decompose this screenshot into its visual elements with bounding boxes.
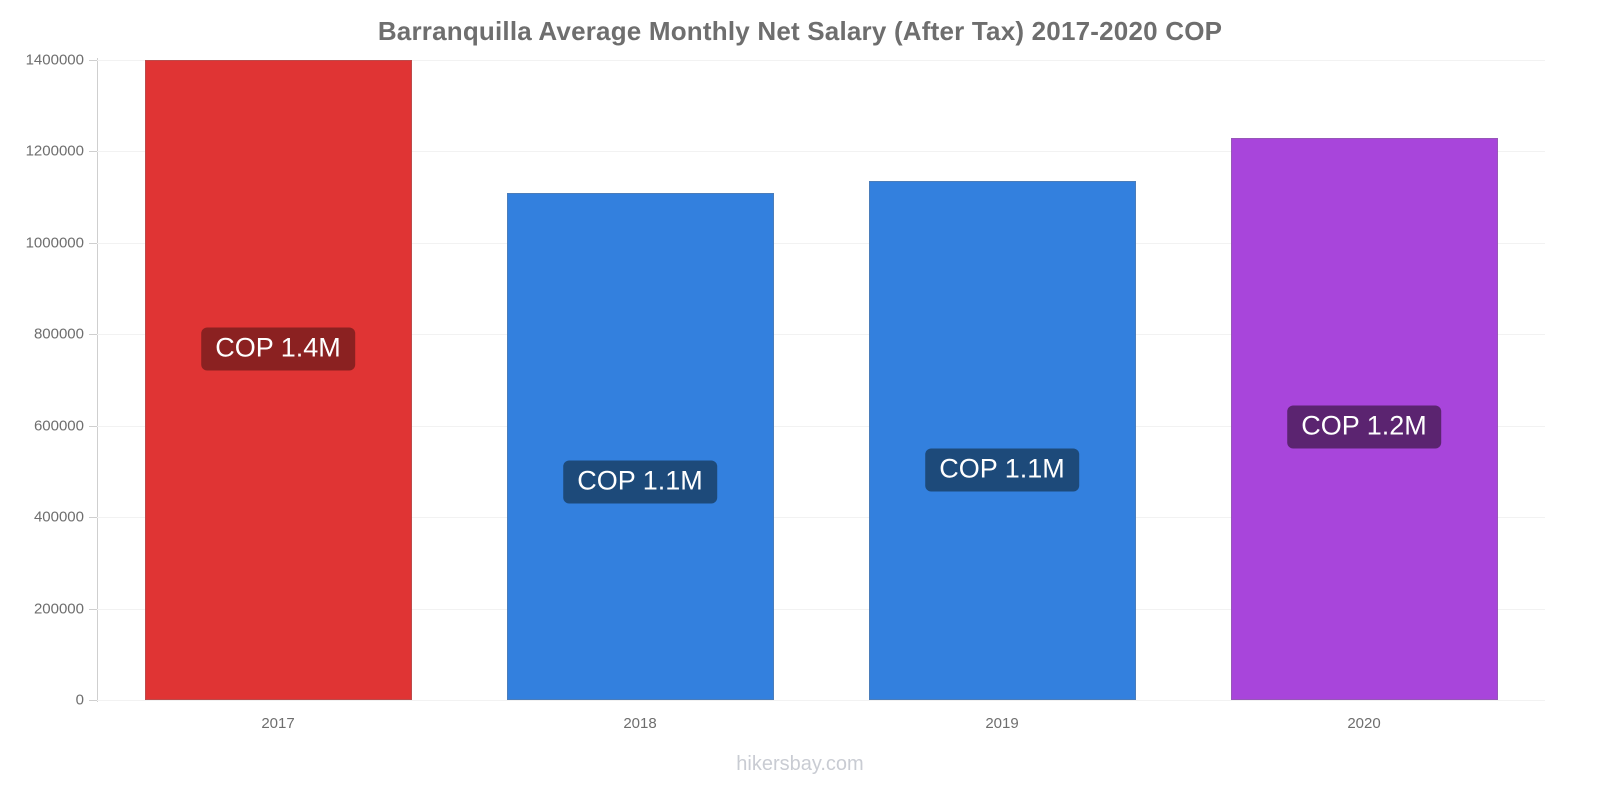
bar-value-label-2017: COP 1.4M: [201, 327, 355, 371]
y-tick-label: 1000000: [25, 234, 84, 252]
bar-value-label-2018: COP 1.1M: [563, 460, 717, 504]
y-tick-mark: [89, 425, 97, 427]
y-tick-label: 1200000: [25, 142, 84, 160]
bar-2017[interactable]: [144, 60, 412, 700]
x-tick-label-2020: 2020: [1347, 715, 1381, 732]
y-tick-label: 1400000: [25, 51, 84, 69]
gridline: [97, 334, 1545, 336]
x-tick-label-2017: 2017: [261, 715, 295, 732]
y-tick-mark: [89, 700, 97, 701]
bar-2019[interactable]: [868, 181, 1136, 700]
bar-2018[interactable]: [506, 192, 774, 700]
y-axis-line: [97, 58, 98, 702]
gridline: [97, 517, 1545, 519]
y-tick-label: 400000: [33, 508, 84, 526]
x-tick-label-2018: 2018: [623, 715, 657, 732]
gridline: [97, 151, 1545, 153]
gridline: [97, 242, 1545, 244]
source-attribution: hikersbay.com: [736, 753, 864, 775]
gridline: [97, 425, 1545, 427]
y-tick-label: 0: [75, 691, 84, 709]
y-tick-mark: [89, 151, 97, 153]
bar-value-label-2020: COP 1.2M: [1287, 405, 1441, 449]
y-tick-mark: [89, 608, 97, 610]
gridline: [97, 608, 1545, 610]
y-tick-mark: [89, 242, 97, 244]
y-tick-mark: [89, 517, 97, 519]
y-tick-mark: [89, 60, 97, 61]
plot-area: COP 1.4M COP 1.1M COP 1.1M COP 1.2M: [97, 60, 1545, 701]
bar-value-label-2019: COP 1.1M: [925, 448, 1079, 492]
y-tick-label: 200000: [33, 600, 84, 618]
gridline: [97, 60, 1545, 61]
y-tick-label: 800000: [33, 325, 84, 343]
y-tick-label: 600000: [33, 417, 84, 435]
chart-title: Barranquilla Average Monthly Net Salary …: [377, 16, 1223, 46]
x-tick-label-2019: 2019: [985, 715, 1019, 732]
y-tick-mark: [89, 334, 97, 336]
gridline: [97, 700, 1545, 701]
